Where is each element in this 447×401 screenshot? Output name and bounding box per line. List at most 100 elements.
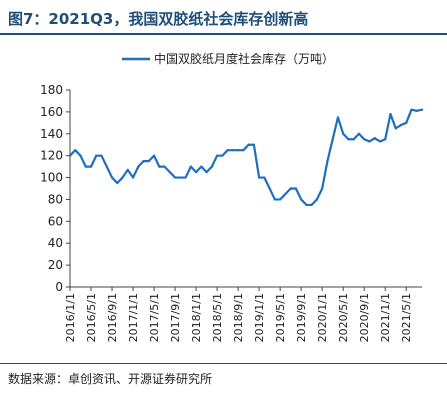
data-point [420, 108, 424, 111]
data-point [300, 198, 303, 201]
data-point [184, 176, 187, 179]
data-point [131, 176, 135, 179]
data-point [210, 165, 213, 168]
data-point [194, 170, 198, 174]
data-point [74, 149, 77, 152]
data-point [84, 165, 87, 168]
x-tick-label: 2021/5/1 [400, 293, 413, 342]
x-tick-label: 2019/1/1 [253, 293, 266, 342]
x-tick-labels: 2016/1/1 2016/5/1 2016/9/1 2017/1/1 2017/5/1… [64, 293, 413, 342]
data-point [310, 203, 313, 207]
x-tick-label: 2016/9/1 [106, 293, 119, 342]
data-point [326, 160, 329, 163]
data-point [221, 154, 224, 157]
data-point [79, 154, 82, 157]
figure-title: 图7：2021Q3，我国双胶纸社会库存创新高 [8, 10, 309, 28]
data-point [216, 154, 219, 157]
data-point [342, 132, 345, 135]
data-point [126, 168, 129, 171]
y-tick-label: 160 [40, 105, 63, 119]
data-point [168, 170, 171, 174]
data-point [258, 176, 261, 179]
data-point [158, 165, 161, 168]
data-point [263, 176, 266, 179]
data-point [415, 109, 418, 112]
data-point [279, 198, 282, 201]
data-point [147, 160, 150, 163]
data-point [405, 121, 408, 124]
y-tick-label: 80 [48, 192, 63, 206]
data-point [163, 165, 166, 168]
axes [66, 89, 422, 291]
data-point [410, 108, 413, 111]
data-point [179, 176, 182, 179]
legend-label: 中国双胶纸月度社会库存（万吨） [154, 51, 334, 66]
data-point [252, 143, 255, 146]
x-tick-label: 2019/9/1 [295, 293, 308, 342]
x-tick-label: 2020/1/1 [316, 293, 329, 342]
data-point [321, 187, 324, 190]
data-point [189, 165, 192, 168]
data-point [100, 154, 103, 157]
data-point [357, 132, 361, 135]
data-point [294, 187, 298, 190]
title-rule [0, 33, 447, 35]
data-point [305, 203, 308, 207]
data-point [352, 138, 355, 141]
y-tick-label: 100 [40, 171, 63, 185]
data-point [89, 165, 93, 168]
data-point [373, 137, 376, 140]
data-point [95, 154, 98, 157]
data-point [68, 154, 72, 157]
legend: 中国双胶纸月度社会库存（万吨） [122, 51, 334, 66]
data-point [399, 123, 403, 127]
x-tick-label: 2020/9/1 [358, 293, 371, 342]
data-point [384, 138, 387, 141]
data-point [152, 154, 156, 157]
data-point [394, 127, 397, 130]
data-point [226, 149, 229, 152]
data-point [268, 187, 271, 190]
x-tick-label: 2021/1/1 [379, 293, 392, 342]
x-tick-label: 2017/9/1 [169, 293, 182, 342]
y-tick-label: 0 [55, 280, 63, 294]
data-point [347, 138, 350, 141]
x-tick-label: 2018/1/1 [190, 293, 203, 342]
data-points [68, 108, 424, 207]
y-tick-label: 180 [40, 83, 63, 97]
y-tick-label: 20 [48, 258, 63, 272]
x-tick-label: 2018/5/1 [211, 293, 224, 342]
data-point [173, 176, 177, 179]
source-note: 数据来源：卓创资讯、开源证券研究所 [8, 372, 213, 386]
data-point [273, 198, 276, 201]
data-point [121, 176, 124, 179]
x-tick-label: 2020/5/1 [337, 293, 350, 342]
data-point [378, 140, 382, 143]
data-point [231, 149, 234, 152]
x-tick-label: 2017/1/1 [127, 293, 140, 342]
data-point [247, 143, 250, 146]
data-point [142, 160, 145, 163]
data-point [205, 170, 208, 174]
x-tick-label: 2016/1/1 [64, 293, 77, 342]
data-point [284, 192, 287, 196]
data-point [289, 187, 292, 190]
series-line [68, 108, 424, 207]
y-tick-label: 140 [40, 127, 63, 141]
data-point [389, 112, 392, 116]
data-point [315, 198, 319, 201]
data-point [336, 116, 340, 119]
data-point [200, 165, 203, 168]
x-tick-label: 2018/9/1 [232, 293, 245, 342]
data-point [242, 149, 245, 152]
x-tick-label: 2016/5/1 [85, 293, 98, 342]
x-tick-label: 2019/5/1 [274, 293, 287, 342]
data-point [237, 149, 240, 152]
data-point [363, 138, 366, 141]
source-rule [0, 363, 447, 364]
y-tick-labels: 0 20 40 60 80 100 120 140 160 180 [40, 83, 63, 294]
y-tick-label: 40 [48, 236, 63, 250]
data-point [368, 140, 371, 143]
data-point [105, 165, 108, 168]
